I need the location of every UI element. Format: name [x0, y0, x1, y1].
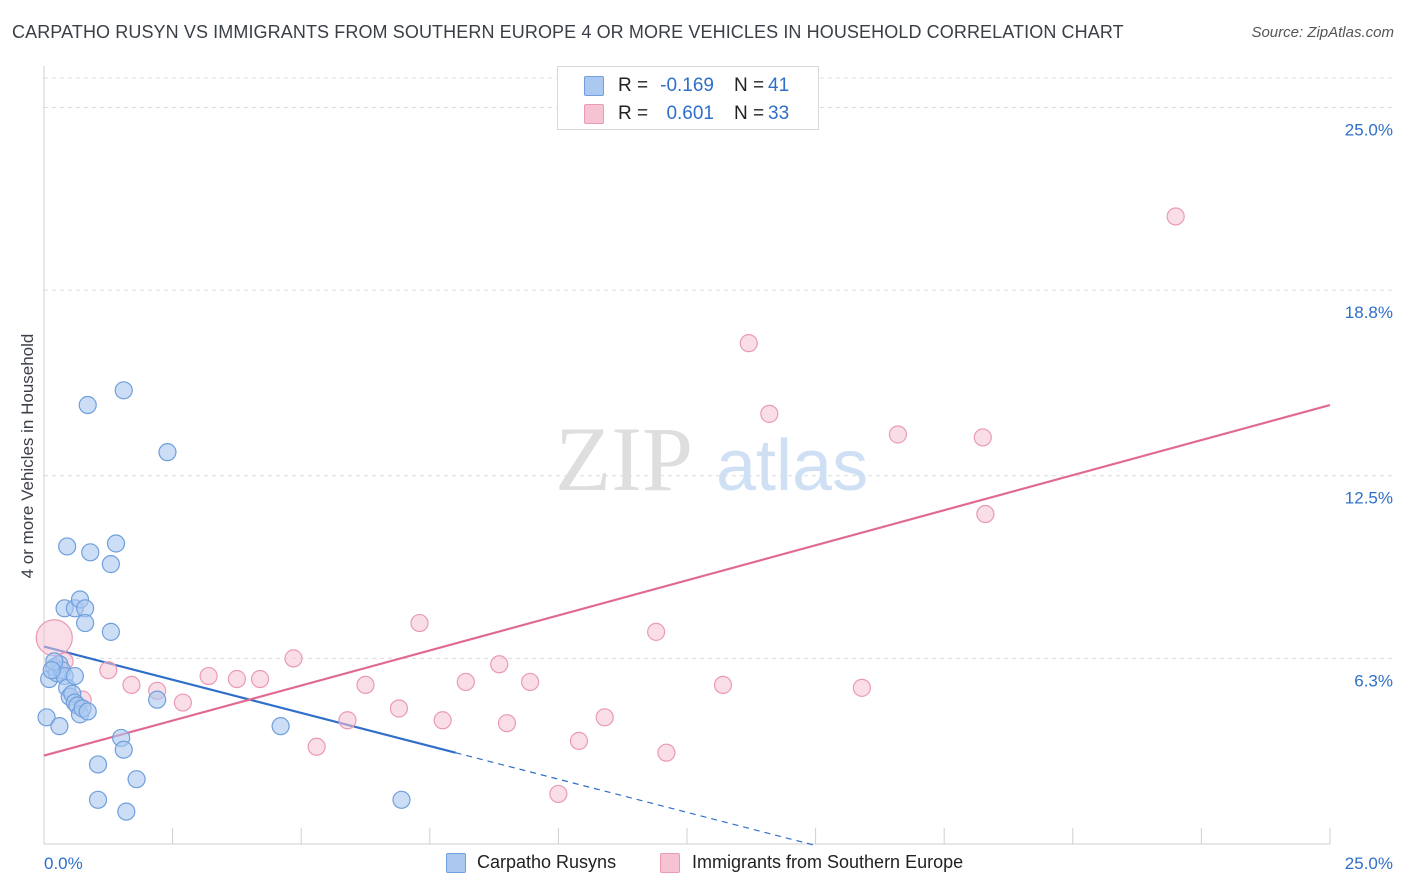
data-point-immigrants-southern-europe — [1166, 207, 1185, 226]
data-point-immigrants-southern-europe — [973, 428, 992, 447]
data-point-carpatho-rusyns — [50, 717, 69, 736]
data-point-carpatho-rusyns — [81, 543, 100, 562]
legend-label-immigrants-southern-europe: Immigrants from Southern Europe — [692, 852, 964, 872]
points-layer — [35, 207, 1185, 821]
data-point-immigrants-southern-europe — [647, 622, 666, 641]
legend-row-carpatho-rusyns: R = -0.169 N = 41 — [558, 72, 818, 100]
x-tick-label: 0.0% — [44, 854, 83, 873]
data-point-immigrants-southern-europe — [595, 708, 614, 727]
n-label: N = — [734, 75, 765, 96]
pink-swatch — [584, 104, 604, 124]
data-point-carpatho-rusyns — [101, 622, 120, 641]
y-tick-label: 18.8% — [1345, 303, 1393, 322]
data-point-immigrants-southern-europe — [657, 743, 676, 762]
data-point-carpatho-rusyns — [37, 708, 56, 727]
legend-swatch-immigrants-southern-europe — [660, 853, 680, 873]
data-point-immigrants-southern-europe — [284, 649, 303, 668]
y-tick-label: 25.0% — [1345, 120, 1393, 139]
n-label: N = — [734, 103, 765, 124]
axis-layer — [43, 66, 1331, 845]
data-point-immigrants-southern-europe — [888, 425, 908, 444]
data-point-immigrants-southern-europe — [760, 404, 779, 423]
data-point-immigrants-southern-europe — [122, 675, 141, 695]
data-point-carpatho-rusyns — [114, 740, 133, 759]
data-point-carpatho-rusyns — [78, 395, 97, 415]
data-point-carpatho-rusyns — [148, 690, 167, 709]
data-point-immigrants-southern-europe — [433, 711, 452, 730]
data-point-immigrants-southern-europe — [852, 678, 871, 697]
r-value: 0.601 — [666, 103, 714, 124]
data-point-carpatho-rusyns — [114, 381, 133, 400]
data-point-immigrants-southern-europe — [173, 693, 192, 712]
data-point-carpatho-rusyns — [76, 613, 95, 633]
data-point-immigrants-southern-europe — [35, 619, 73, 657]
watermark: ZIP atlas — [555, 408, 868, 510]
data-point-carpatho-rusyns — [117, 802, 136, 821]
data-point-carpatho-rusyns — [58, 537, 77, 556]
data-point-carpatho-rusyns — [106, 534, 126, 553]
data-point-immigrants-southern-europe — [356, 675, 375, 695]
data-point-immigrants-southern-europe — [521, 672, 540, 692]
data-point-immigrants-southern-europe — [199, 666, 218, 686]
y-tick-label: 6.3% — [1354, 671, 1393, 690]
data-point-immigrants-southern-europe — [549, 784, 568, 804]
legend-swatch-carpatho-rusyns — [446, 853, 466, 873]
legend-row-immigrants-southern-europe: R = 0.601 N = 33 — [558, 100, 818, 128]
data-point-immigrants-southern-europe — [227, 669, 246, 689]
data-point-immigrants-southern-europe — [307, 737, 326, 756]
data-point-immigrants-southern-europe — [490, 655, 509, 674]
trend-line-immigrants-southern-europe — [43, 403, 1331, 757]
x-tick-label: 25.0% — [1345, 854, 1393, 873]
legend-label-carpatho-rusyns: Carpatho Rusyns — [477, 852, 617, 872]
data-point-carpatho-rusyns — [158, 443, 177, 462]
blue-swatch — [584, 76, 604, 96]
r-label: R = — [618, 103, 649, 124]
data-point-carpatho-rusyns — [392, 790, 411, 809]
data-point-carpatho-rusyns — [88, 755, 108, 774]
data-point-carpatho-rusyns — [127, 770, 146, 789]
data-point-immigrants-southern-europe — [389, 699, 409, 718]
data-point-immigrants-southern-europe — [713, 675, 733, 695]
data-point-immigrants-southern-europe — [250, 669, 270, 689]
label-layer: 6.3% 12.5% 18.8% 25.0% 0.0% 25.0% — [44, 120, 1393, 873]
source-label: Source: ZipAtlas.com — [1251, 24, 1394, 41]
r-label: R = — [618, 75, 649, 96]
y-tick-label: 12.5% — [1345, 489, 1393, 508]
data-point-carpatho-rusyns — [65, 666, 84, 686]
n-value: 41 — [768, 75, 790, 96]
watermark-zip: ZIP — [555, 408, 693, 510]
data-point-immigrants-southern-europe — [456, 672, 475, 692]
r-value: -0.169 — [660, 75, 714, 96]
n-value: 33 — [768, 103, 790, 124]
chart-title: CARPATHO RUSYN VS IMMIGRANTS FROM SOUTHE… — [12, 22, 1124, 42]
data-point-immigrants-southern-europe — [99, 661, 118, 680]
watermark-atlas: atlas — [716, 426, 868, 506]
data-point-immigrants-southern-europe — [410, 613, 429, 633]
data-point-immigrants-southern-europe — [497, 714, 517, 733]
data-point-carpatho-rusyns — [42, 661, 61, 680]
data-point-immigrants-southern-europe — [739, 334, 758, 353]
correlation-legend: R = -0.169 N = 41 R = 0.601 N = 33 — [557, 66, 819, 130]
series-legend: Carpatho Rusyns Immigrants from Southern… — [0, 850, 1406, 880]
data-point-carpatho-rusyns — [271, 717, 290, 736]
data-point-immigrants-southern-europe — [569, 731, 589, 750]
trend-extension-carpatho-rusyns — [455, 752, 816, 847]
data-point-carpatho-rusyns — [78, 702, 97, 721]
data-point-immigrants-southern-europe — [976, 504, 995, 524]
data-point-carpatho-rusyns — [101, 555, 120, 574]
data-point-immigrants-southern-europe — [338, 711, 357, 730]
data-point-carpatho-rusyns — [88, 790, 108, 809]
